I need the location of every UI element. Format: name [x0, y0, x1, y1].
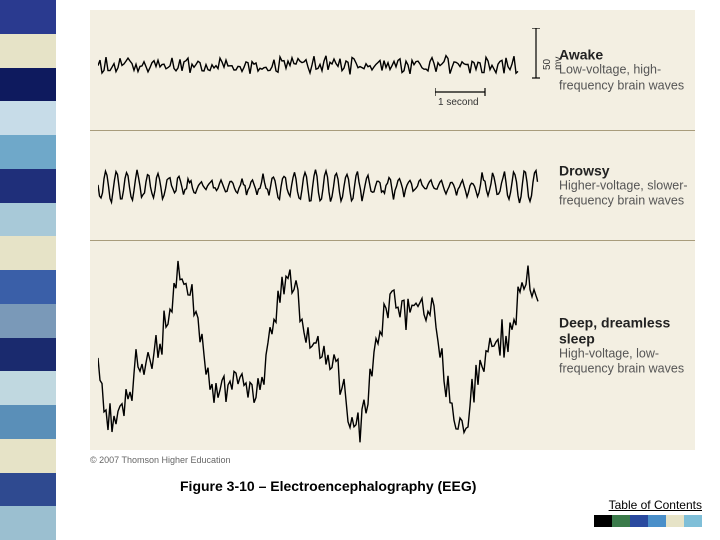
- eeg-chart: AwakeLow-voltage, high-frequency brain w…: [90, 10, 695, 450]
- panel-desc: Higher-voltage, slower-frequency brain w…: [559, 178, 689, 209]
- toc-block: [612, 515, 630, 527]
- eeg-panel: AwakeLow-voltage, high-frequency brain w…: [90, 10, 695, 130]
- sidebar-block: [0, 338, 56, 372]
- toc-color-blocks: [594, 515, 702, 527]
- toc-block: [666, 515, 684, 527]
- time-scale-label: 1 second: [438, 97, 479, 108]
- copyright-text: © 2007 Thomson Higher Education: [90, 455, 231, 465]
- sidebar-block: [0, 169, 56, 203]
- sidebar-block: [0, 135, 56, 169]
- toc-block: [630, 515, 648, 527]
- sidebar-block: [0, 68, 56, 102]
- figure-caption: Figure 3-10 – Electroencephalography (EE…: [180, 478, 476, 494]
- eeg-wave: [98, 131, 548, 241]
- panel-label: AwakeLow-voltage, high-frequency brain w…: [559, 46, 689, 93]
- panel-title: Deep, dreamless sleep: [559, 314, 689, 346]
- sidebar-block: [0, 34, 56, 68]
- sidebar-block: [0, 371, 56, 405]
- panel-title: Drowsy: [559, 162, 689, 178]
- panel-label: DrowsyHigher-voltage, slower-frequency b…: [559, 162, 689, 209]
- panel-desc: High-voltage, low-frequency brain waves: [559, 346, 689, 377]
- eeg-wave: [98, 241, 548, 451]
- eeg-panel: Deep, dreamless sleepHigh-voltage, low-f…: [90, 240, 695, 450]
- main-content: AwakeLow-voltage, high-frequency brain w…: [60, 0, 720, 540]
- time-scale-bar: 1 second: [435, 88, 495, 109]
- sidebar-block: [0, 473, 56, 507]
- sidebar-block: [0, 101, 56, 135]
- toc-block: [594, 515, 612, 527]
- sidebar-block: [0, 506, 56, 540]
- panel-label: Deep, dreamless sleepHigh-voltage, low-f…: [559, 314, 689, 377]
- sidebar-block: [0, 439, 56, 473]
- eeg-wave: [98, 10, 528, 130]
- amplitude-scale-bar: 50 mv: [530, 28, 544, 88]
- toc-block: [684, 515, 702, 527]
- panel-desc: Low-voltage, high-frequency brain waves: [559, 62, 689, 93]
- sidebar-block: [0, 270, 56, 304]
- sidebar-block: [0, 405, 56, 439]
- toc-block: [648, 515, 666, 527]
- sidebar-block: [0, 236, 56, 270]
- panel-title: Awake: [559, 46, 689, 62]
- amplitude-scale-label: 50 mv: [542, 57, 564, 70]
- eeg-panel: DrowsyHigher-voltage, slower-frequency b…: [90, 130, 695, 240]
- sidebar-color-strip: [0, 0, 56, 540]
- toc-link[interactable]: Table of Contents: [609, 498, 702, 512]
- sidebar-block: [0, 203, 56, 237]
- sidebar-block: [0, 0, 56, 34]
- sidebar-block: [0, 304, 56, 338]
